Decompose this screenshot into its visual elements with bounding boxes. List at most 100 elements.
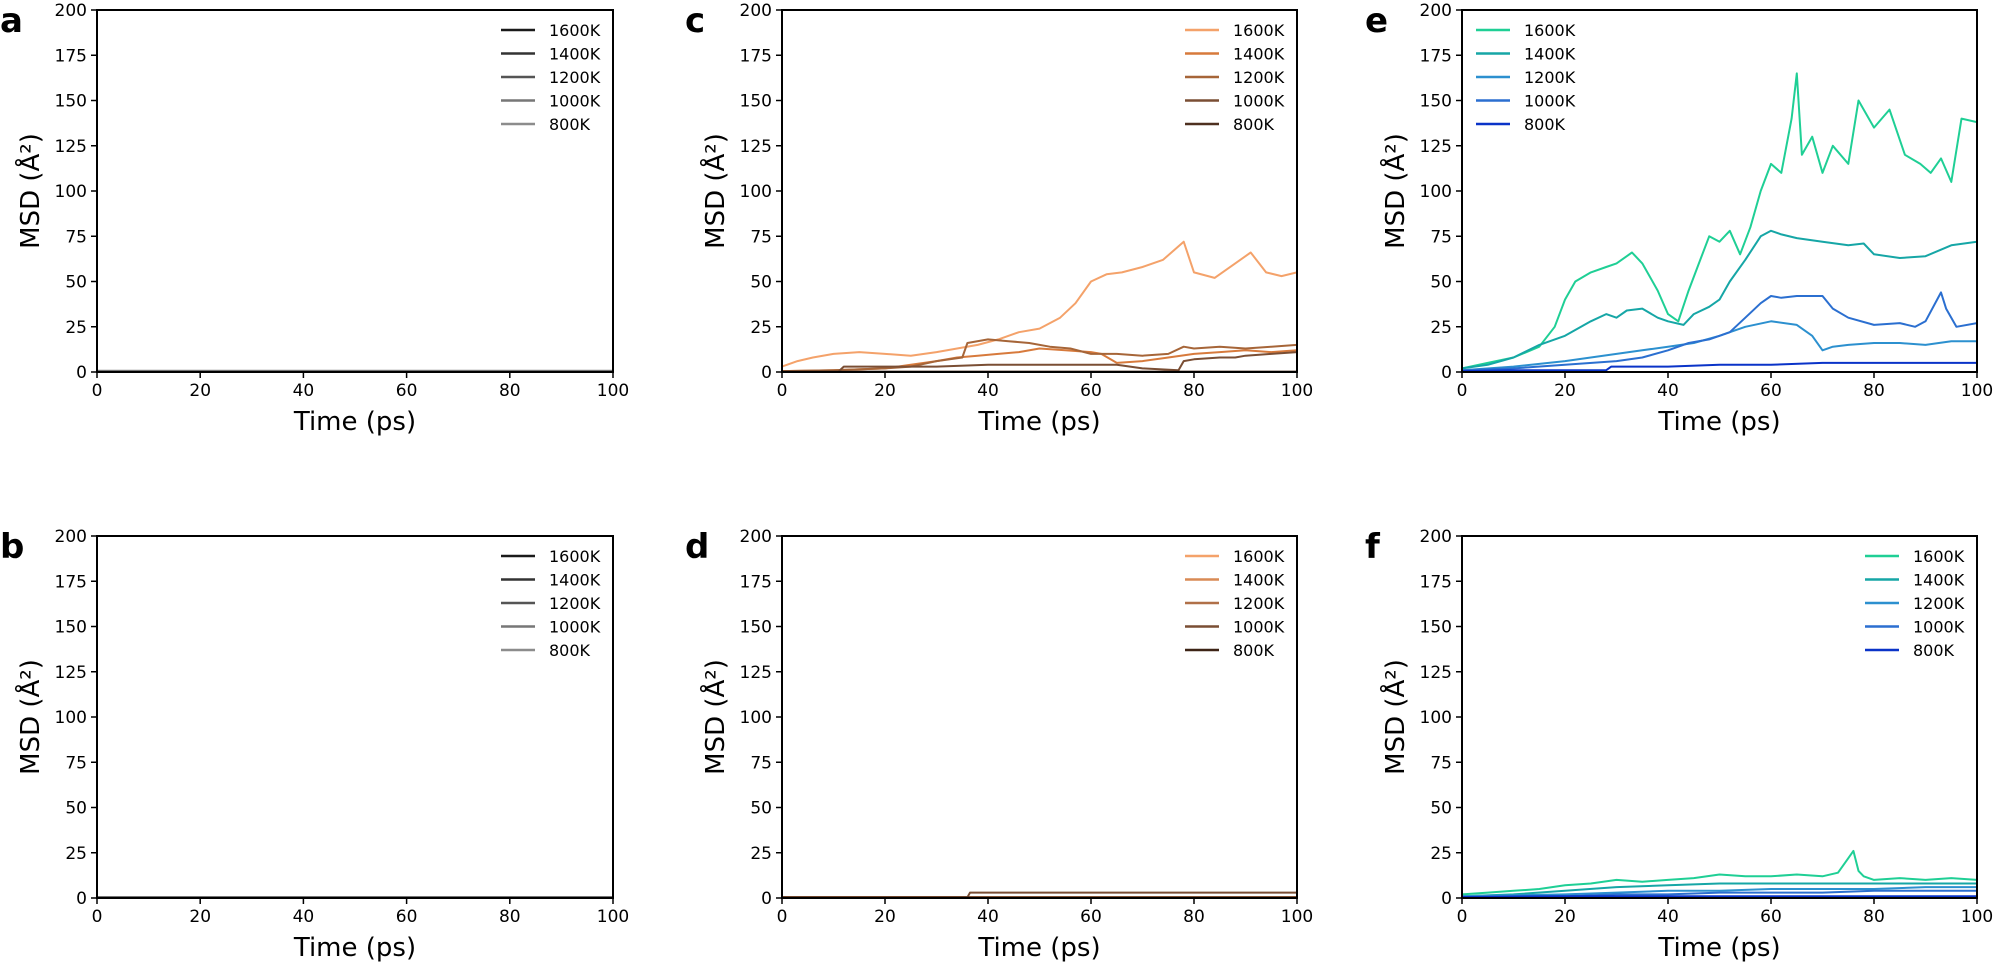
x-tick-label: 0 <box>92 381 103 401</box>
y-tick-label: 175 <box>55 572 87 592</box>
y-tick-label: 25 <box>65 318 87 338</box>
x-tick-label: 20 <box>874 907 896 927</box>
legend-label: 1200K <box>549 68 601 87</box>
y-tick-label: 0 <box>761 363 772 383</box>
y-tick-label: 100 <box>1420 708 1452 728</box>
legend-label: 800K <box>1233 641 1275 660</box>
panel-letter: e <box>1365 1 1388 41</box>
legend-label: 800K <box>1233 115 1275 134</box>
x-tick-label: 60 <box>396 381 418 401</box>
y-tick-label: 50 <box>65 273 87 293</box>
panel-letter: b <box>0 527 24 567</box>
legend-label: 1000K <box>1524 92 1576 111</box>
panel-b: 0 25 50 75 100 125 150 175 200 0 20 40 60 80 100 Time (… <box>0 527 629 963</box>
legend: 1600K 1400K 1200K 1000K 800K <box>1865 547 1965 660</box>
x-axis-label: Time (ps) <box>977 407 1100 437</box>
x-tick-label: 20 <box>1554 907 1576 927</box>
y-tick-label: 100 <box>740 708 772 728</box>
x-tick-label: 80 <box>1183 381 1205 401</box>
panel-e: 0 25 50 75 100 125 150 175 200 0 20 40 60 80 100 Time (… <box>1365 1 1993 437</box>
y-tick-label: 75 <box>1430 753 1452 773</box>
legend-label: 1400K <box>1913 571 1965 590</box>
y-tick-label: 125 <box>740 137 772 157</box>
x-tick-label: 20 <box>874 381 896 401</box>
series-line-1600K <box>1462 72 1977 370</box>
panel-d: 0 25 50 75 100 125 150 175 200 0 20 40 60 80 100 Time (… <box>685 527 1313 963</box>
legend: 1600K 1400K 1200K 1000K 800K <box>501 21 601 134</box>
legend-label: 1600K <box>549 21 601 40</box>
panel-letter: a <box>0 1 23 41</box>
y-tick-label: 0 <box>761 889 772 909</box>
x-tick-label: 40 <box>293 907 315 927</box>
x-tick-label: 40 <box>977 907 999 927</box>
x-tick-label: 60 <box>396 907 418 927</box>
plot-frame <box>96 9 614 373</box>
legend-label: 1200K <box>1913 594 1965 613</box>
series-line-1200K <box>1462 320 1977 372</box>
legend-label: 1000K <box>549 618 601 637</box>
y-tick-label: 150 <box>55 92 87 112</box>
y-tick-label: 50 <box>1430 799 1452 819</box>
x-tick-label: 0 <box>1457 381 1468 401</box>
legend-label: 800K <box>549 115 591 134</box>
y-tick-label: 25 <box>1430 318 1452 338</box>
legend: 1600K 1400K 1200K 1000K 800K <box>1185 547 1285 660</box>
x-tick-label: 80 <box>499 381 521 401</box>
y-tick-label: 75 <box>750 753 772 773</box>
x-tick-label: 80 <box>1183 907 1205 927</box>
legend-label: 1200K <box>1233 594 1285 613</box>
y-tick-label: 150 <box>740 92 772 112</box>
x-tick-label: 100 <box>597 907 629 927</box>
y-tick-label: 150 <box>55 618 87 638</box>
y-tick-label: 175 <box>1420 46 1452 66</box>
y-tick-label: 150 <box>1420 618 1452 638</box>
x-tick-label: 20 <box>189 381 211 401</box>
legend-label: 1600K <box>1233 21 1285 40</box>
x-axis-label: Time (ps) <box>1657 407 1780 437</box>
legend: 1600K 1400K 1200K 1000K 800K <box>1476 21 1576 134</box>
legend-label: 1200K <box>1233 68 1285 87</box>
y-tick-label: 175 <box>740 572 772 592</box>
x-tick-label: 100 <box>1961 907 1993 927</box>
panel-letter: c <box>685 1 705 41</box>
x-tick-label: 100 <box>1281 381 1313 401</box>
y-tick-label: 50 <box>750 273 772 293</box>
y-axis-label: MSD (Å²) <box>1379 133 1411 249</box>
panel-c: 0 25 50 75 100 125 150 175 200 0 20 40 60 80 100 Time (… <box>685 1 1313 437</box>
panel-a: 0 25 50 75 100 125 150 175 200 0 20 40 60 80 100 Time (… <box>0 1 629 437</box>
legend-label: 1200K <box>549 594 601 613</box>
x-tick-label: 60 <box>1760 907 1782 927</box>
y-tick-label: 200 <box>1420 527 1452 547</box>
legend-label: 1600K <box>549 547 601 566</box>
x-tick-label: 20 <box>1554 381 1576 401</box>
y-tick-label: 100 <box>55 182 87 202</box>
legend-label: 1000K <box>1233 92 1285 111</box>
series-line-1600K <box>782 240 1297 368</box>
y-tick-label: 150 <box>1420 92 1452 112</box>
x-tick-label: 100 <box>597 381 629 401</box>
y-tick-label: 200 <box>740 527 772 547</box>
plot-frame <box>781 535 1298 899</box>
x-axis-label: Time (ps) <box>1657 933 1780 963</box>
legend-label: 1400K <box>1233 45 1285 64</box>
y-tick-label: 0 <box>1441 363 1452 383</box>
plot-frame <box>781 9 1298 373</box>
series-line-800K <box>1462 361 1977 372</box>
plot-frame <box>96 535 614 899</box>
y-tick-label: 200 <box>55 1 87 21</box>
y-tick-label: 100 <box>1420 182 1452 202</box>
y-tick-label: 200 <box>740 1 772 21</box>
y-tick-label: 50 <box>65 799 87 819</box>
legend-label: 1600K <box>1913 547 1965 566</box>
y-tick-label: 25 <box>1430 844 1452 864</box>
y-tick-label: 150 <box>740 618 772 638</box>
y-axis-label: MSD (Å²) <box>699 659 731 775</box>
x-tick-label: 20 <box>189 907 211 927</box>
y-tick-label: 25 <box>750 318 772 338</box>
y-tick-label: 75 <box>1430 227 1452 247</box>
y-tick-label: 175 <box>1420 572 1452 592</box>
legend: 1600K 1400K 1200K 1000K 800K <box>501 547 601 660</box>
y-tick-label: 125 <box>55 137 87 157</box>
series-line-1000K <box>782 351 1297 372</box>
